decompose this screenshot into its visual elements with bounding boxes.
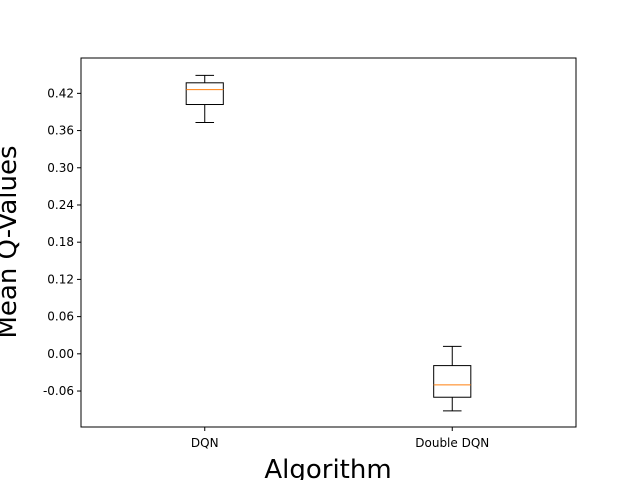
y-tick-label: -0.06 (43, 384, 74, 398)
box-group (185, 74, 224, 123)
x-tick-label: DQN (191, 436, 219, 450)
chart-marks (185, 74, 472, 412)
plot-area (81, 58, 576, 427)
y-axis-label: Mean Q-Values (0, 145, 23, 338)
box-iqr (433, 365, 472, 398)
y-tick-label: 0.30 (47, 161, 74, 175)
y-tick-label: 0.18 (47, 235, 74, 249)
y-tick-label: 0.36 (47, 124, 74, 138)
y-tick-label: 0.06 (47, 310, 74, 324)
x-axis-label: Algorithm (264, 455, 391, 480)
plot-frame (80, 57, 577, 428)
y-tick-label: 0.00 (47, 347, 74, 361)
box-iqr (185, 82, 224, 106)
x-axis-ticks: DQN Double DQN (191, 427, 489, 450)
y-tick-label: 0.24 (47, 198, 74, 212)
box-group (433, 345, 472, 412)
y-axis-ticks: -0.06 0.00 0.06 0.12 0.18 0.24 0.30 0.36 0.42 (43, 86, 81, 398)
x-tick-label: Double DQN (415, 436, 489, 450)
y-tick-label: 0.42 (47, 86, 74, 100)
y-tick-label: 0.12 (47, 272, 74, 286)
